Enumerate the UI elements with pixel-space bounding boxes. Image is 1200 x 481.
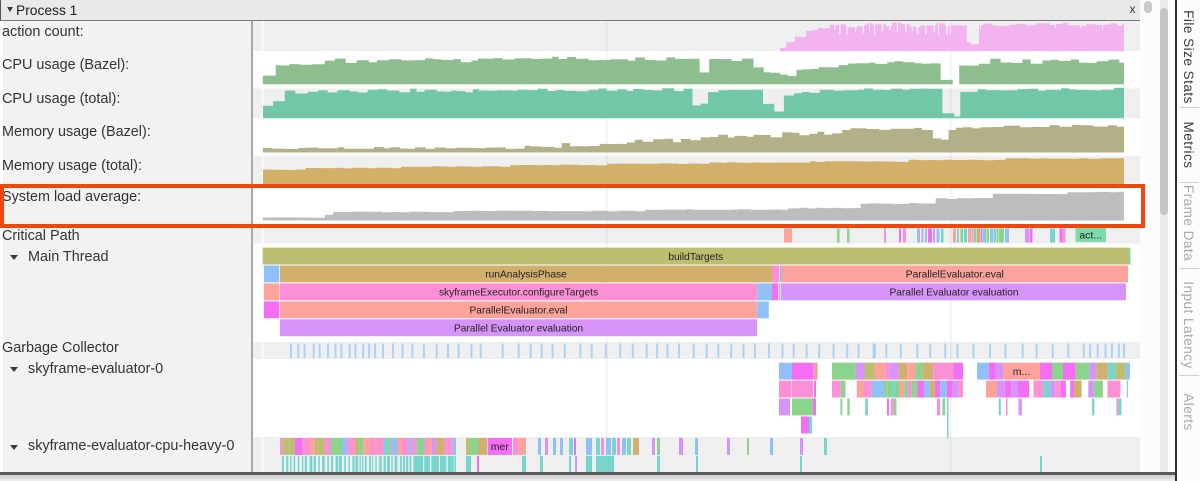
svg-text:ParallelEvaluator.eval: ParallelEvaluator.eval: [470, 306, 568, 317]
svg-text:Parallel Evaluator evaluation: Parallel Evaluator evaluation: [454, 324, 583, 335]
svg-text:skyframeExecutor.configureTarg: skyframeExecutor.configureTargets: [439, 288, 598, 299]
svg-text:m...: m...: [1013, 366, 1031, 378]
svg-text:runAnalysisPhase: runAnalysisPhase: [485, 270, 567, 281]
svg-text:act...: act...: [1079, 230, 1102, 242]
svg-text:Parallel Evaluator evaluation: Parallel Evaluator evaluation: [889, 288, 1018, 299]
svg-text:mer: mer: [491, 441, 510, 453]
svg-text:buildTargets: buildTargets: [668, 252, 723, 263]
svg-text:ParallelEvaluator.eval: ParallelEvaluator.eval: [906, 270, 1004, 281]
